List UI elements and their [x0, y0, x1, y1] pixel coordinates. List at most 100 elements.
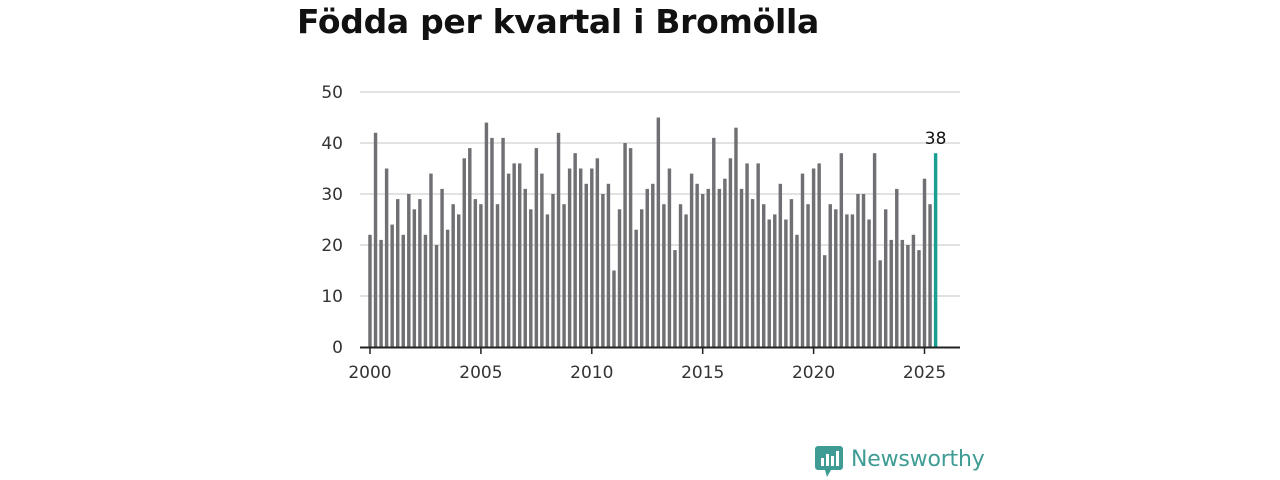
bar — [761, 204, 766, 347]
y-tick-label: 10 — [321, 287, 343, 307]
bar — [545, 214, 550, 347]
bar — [551, 194, 555, 347]
bar — [734, 127, 738, 347]
bar — [800, 173, 805, 347]
bar — [767, 219, 771, 347]
latest-value-label: 38 — [925, 129, 947, 149]
bar — [717, 188, 722, 347]
bar — [839, 153, 844, 347]
y-tick-label: 0 — [332, 338, 343, 358]
bar — [928, 204, 932, 347]
bar — [451, 204, 455, 347]
bar — [517, 163, 522, 347]
newsworthy-logo[interactable]: Newsworthy — [815, 444, 985, 480]
bar — [462, 158, 466, 347]
bar — [368, 234, 372, 347]
bar — [673, 250, 677, 347]
bar — [911, 234, 916, 347]
bar — [595, 158, 600, 347]
bar — [878, 260, 882, 347]
bar — [384, 168, 389, 347]
bar — [601, 194, 605, 347]
bar — [523, 188, 527, 347]
bar — [556, 132, 561, 347]
bar — [922, 178, 927, 347]
bar — [606, 183, 611, 347]
logo-bar-1 — [821, 458, 824, 466]
bar — [617, 209, 622, 347]
bar — [390, 224, 394, 347]
bar-latest — [933, 153, 938, 347]
bar — [484, 122, 489, 347]
bar — [917, 250, 921, 347]
bar — [900, 239, 905, 347]
bar — [584, 183, 588, 347]
bar — [418, 199, 422, 347]
y-axis-ticks: 0 10 20 30 40 50 — [321, 83, 343, 358]
bar — [573, 153, 577, 347]
bar — [473, 199, 478, 347]
bar — [867, 219, 871, 347]
y-tick-label: 20 — [321, 236, 343, 256]
bar — [656, 117, 661, 347]
bar — [645, 188, 649, 347]
bar — [667, 168, 672, 347]
bar — [373, 132, 378, 347]
bar — [379, 239, 383, 347]
chart-title: Födda per kvartal i Bromölla — [297, 2, 819, 41]
bar — [423, 234, 428, 347]
bar — [784, 219, 788, 347]
bar — [700, 194, 705, 347]
x-tick-label: 2025 — [903, 363, 946, 383]
bar — [662, 204, 666, 347]
bar — [529, 209, 533, 347]
bar — [678, 204, 683, 347]
bar — [756, 163, 760, 347]
x-tick-label: 2000 — [348, 363, 391, 383]
x-tick-label: 2005 — [459, 363, 502, 383]
bar — [506, 173, 511, 347]
bar — [395, 199, 400, 347]
x-tick-label: 2020 — [792, 363, 835, 383]
x-tick-label: 2010 — [570, 363, 613, 383]
bar — [723, 178, 727, 347]
bar — [407, 194, 411, 347]
bar — [479, 204, 483, 347]
bar — [828, 204, 832, 347]
bar — [468, 148, 472, 347]
y-tick-label: 40 — [321, 134, 343, 154]
bar — [412, 209, 417, 347]
bar — [590, 168, 594, 347]
bar — [850, 214, 855, 347]
bar — [883, 209, 888, 347]
bar — [534, 148, 539, 347]
bar — [689, 173, 694, 347]
x-tick-label: 2015 — [681, 363, 724, 383]
bar — [512, 163, 516, 347]
bar — [906, 245, 910, 347]
brand-name: Newsworthy — [851, 447, 985, 472]
bar — [612, 270, 616, 347]
bar — [745, 163, 749, 347]
bar — [856, 194, 860, 347]
bar — [501, 137, 505, 347]
bar — [684, 214, 688, 347]
bar — [750, 199, 755, 347]
bar — [712, 137, 716, 347]
bar — [639, 209, 644, 347]
bar — [817, 163, 821, 347]
bar — [895, 188, 899, 347]
y-tick-label: 50 — [321, 83, 343, 103]
bar — [401, 234, 405, 347]
bar — [623, 143, 627, 347]
bar — [889, 239, 893, 347]
bar — [429, 173, 433, 347]
bar — [651, 183, 655, 347]
bar — [739, 188, 744, 347]
bar — [789, 199, 794, 347]
bar — [540, 173, 544, 347]
x-axis-ticks: 2000 2005 2010 2015 2020 2025 — [348, 346, 960, 383]
bar — [495, 204, 500, 347]
data-labels: 38 — [925, 129, 947, 149]
